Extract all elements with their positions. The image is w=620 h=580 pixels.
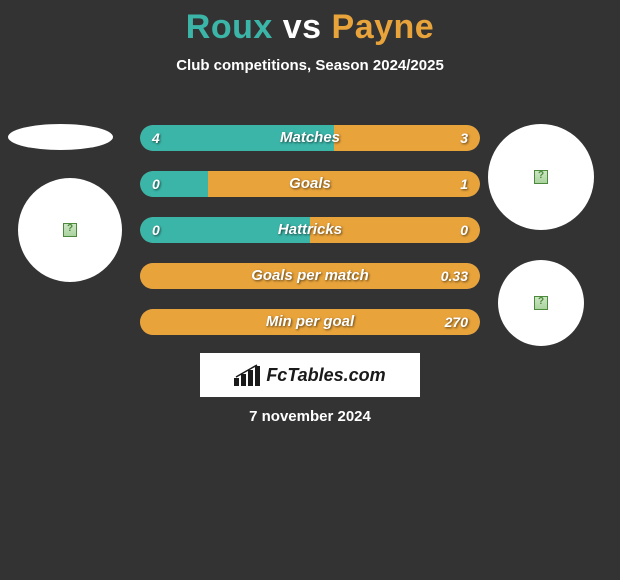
stat-value-left: 4	[152, 125, 160, 151]
stat-label: Matches	[140, 125, 480, 151]
branding-bars-icon	[234, 364, 262, 386]
decorative-ellipse	[8, 124, 113, 150]
title-vs: vs	[283, 8, 322, 46]
placeholder-icon	[534, 170, 548, 184]
stat-value-right: 0	[460, 217, 468, 243]
stat-label: Goals per match	[140, 263, 480, 289]
player2-name: Payne	[332, 8, 435, 46]
branding-text: FcTables.com	[266, 365, 385, 386]
stat-row: Matches4 3	[140, 125, 480, 151]
placeholder-icon	[534, 296, 548, 310]
branding-badge: FcTables.com	[200, 353, 420, 397]
stat-value-right: 3	[460, 125, 468, 151]
stat-row: Goals per match0.33	[140, 263, 480, 289]
stat-row: Min per goal270	[140, 309, 480, 335]
stat-value-left: 0	[152, 217, 160, 243]
stat-label: Goals	[140, 171, 480, 197]
stat-row: Goals0 1	[140, 171, 480, 197]
player2-avatar-circle	[488, 124, 594, 230]
stat-value-left: 0	[152, 171, 160, 197]
player1-name: Roux	[186, 8, 273, 46]
stat-label: Hattricks	[140, 217, 480, 243]
stat-value-right: 1	[460, 171, 468, 197]
stat-value-right: 270	[445, 309, 468, 335]
placeholder-icon	[63, 223, 77, 237]
stats-container: Matches43Goals01Hattricks00Goals per mat…	[140, 125, 480, 355]
stat-label: Min per goal	[140, 309, 480, 335]
player2-club-circle	[498, 260, 584, 346]
subtitle: Club competitions, Season 2024/2025	[0, 57, 620, 74]
date-text: 7 november 2024	[0, 408, 620, 425]
comparison-title: Roux vs Payne	[0, 0, 620, 47]
stat-row: Hattricks0 0	[140, 217, 480, 243]
player1-avatar-circle	[18, 178, 122, 282]
stat-value-right: 0.33	[441, 263, 468, 289]
